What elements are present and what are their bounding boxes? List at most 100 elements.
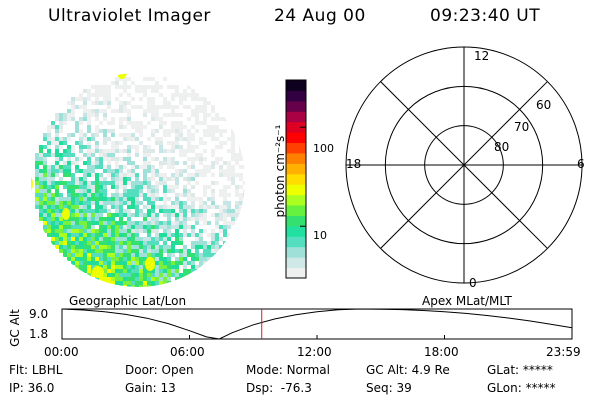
uv-pixel xyxy=(119,177,123,181)
uv-pixel xyxy=(227,213,231,217)
uv-pixel xyxy=(115,221,119,225)
uv-pixel xyxy=(55,221,59,225)
uv-pixel xyxy=(59,225,63,229)
uv-pixel xyxy=(163,177,167,181)
uv-pixel xyxy=(99,165,103,169)
uv-pixel xyxy=(119,225,123,229)
status-gc-alt: GC Alt: 4.9 Re xyxy=(366,363,450,377)
uv-pixel xyxy=(235,205,239,209)
uv-pixel xyxy=(107,277,111,281)
uv-pixel xyxy=(135,265,139,269)
uv-pixel xyxy=(183,169,187,173)
uv-pixel xyxy=(159,225,163,229)
uv-pixel xyxy=(175,85,179,89)
uv-pixel xyxy=(43,177,47,181)
uv-pixel xyxy=(91,189,95,193)
uv-pixel xyxy=(87,201,91,205)
uv-pixel xyxy=(51,137,55,141)
uv-pixel xyxy=(63,241,67,245)
uv-pixel xyxy=(159,177,163,181)
uv-pixel xyxy=(139,269,143,273)
uv-pixel xyxy=(231,173,235,177)
uv-pixel xyxy=(143,205,147,209)
uv-pixel xyxy=(183,201,187,205)
uv-pixel xyxy=(103,89,107,93)
uv-pixel xyxy=(99,213,103,217)
uv-pixel xyxy=(63,149,67,153)
uv-pixel xyxy=(99,85,103,89)
uv-pixel xyxy=(143,113,147,117)
uv-pixel xyxy=(227,185,231,189)
uv-pixel xyxy=(231,221,235,225)
uv-pixel xyxy=(143,269,147,273)
uv-pixel xyxy=(131,229,135,233)
uv-pixel xyxy=(111,145,115,149)
uv-pixel xyxy=(159,105,163,109)
uv-pixel xyxy=(99,209,103,213)
uv-pixel xyxy=(235,189,239,193)
uv-pixel xyxy=(115,169,119,173)
uv-pixel xyxy=(79,257,83,261)
uv-pixel xyxy=(151,189,155,193)
uv-pixel xyxy=(163,241,167,245)
uv-pixel xyxy=(203,257,207,261)
uv-pixel xyxy=(39,213,43,217)
uv-pixel xyxy=(107,173,111,177)
uv-pixel xyxy=(199,157,203,161)
uv-pixel xyxy=(163,193,167,197)
uv-pixel xyxy=(219,225,223,229)
uv-pixel xyxy=(47,225,51,229)
uv-pixel xyxy=(143,77,147,81)
uv-pixel xyxy=(115,261,119,265)
status-flt: Flt: LBHL xyxy=(9,363,63,377)
uv-pixel xyxy=(83,109,87,113)
uv-pixel xyxy=(127,277,131,281)
uv-pixel xyxy=(219,245,223,249)
uv-pixel xyxy=(123,253,127,257)
uv-pixel xyxy=(71,109,75,113)
uv-image xyxy=(31,73,245,287)
uv-pixel xyxy=(147,225,151,229)
uv-pixel xyxy=(167,257,171,261)
uv-pixel xyxy=(115,81,119,85)
uv-pixel xyxy=(119,273,123,277)
uv-pixel xyxy=(175,193,179,197)
uv-pixel xyxy=(183,209,187,213)
uv-pixel xyxy=(127,177,131,181)
uv-pixel xyxy=(71,261,75,265)
uv-pixel xyxy=(211,237,215,241)
uv-pixel xyxy=(211,249,215,253)
uv-pixel xyxy=(39,189,43,193)
uv-pixel xyxy=(219,249,223,253)
uv-pixel xyxy=(119,269,123,273)
colorbar-frame xyxy=(285,79,307,279)
uv-pixel xyxy=(223,241,227,245)
uv-pixel xyxy=(111,213,115,217)
uv-pixel xyxy=(107,229,111,233)
uv-pixel xyxy=(179,241,183,245)
uv-pixel xyxy=(215,241,219,245)
uv-pixel xyxy=(47,125,51,129)
uv-pixel xyxy=(191,217,195,221)
uv-pixel xyxy=(179,121,183,125)
uv-pixel xyxy=(47,141,51,145)
uv-pixel xyxy=(211,197,215,201)
uv-pixel xyxy=(227,201,231,205)
uv-pixel xyxy=(55,133,59,137)
uv-pixel xyxy=(191,201,195,205)
uv-pixel xyxy=(95,221,99,225)
uv-pixel xyxy=(163,221,167,225)
uv-pixel xyxy=(199,161,203,165)
uv-pixel xyxy=(231,165,235,169)
uv-pixel xyxy=(179,249,183,253)
uv-pixel xyxy=(127,213,131,217)
uv-pixel xyxy=(203,213,207,217)
uv-pixel xyxy=(111,257,115,261)
uv-pixel xyxy=(163,185,167,189)
uv-pixel xyxy=(91,233,95,237)
uv-pixel xyxy=(79,133,83,137)
uv-pixel xyxy=(103,185,107,189)
uv-pixel xyxy=(223,117,227,121)
uv-pixel xyxy=(51,237,55,241)
uv-pixel xyxy=(175,241,179,245)
